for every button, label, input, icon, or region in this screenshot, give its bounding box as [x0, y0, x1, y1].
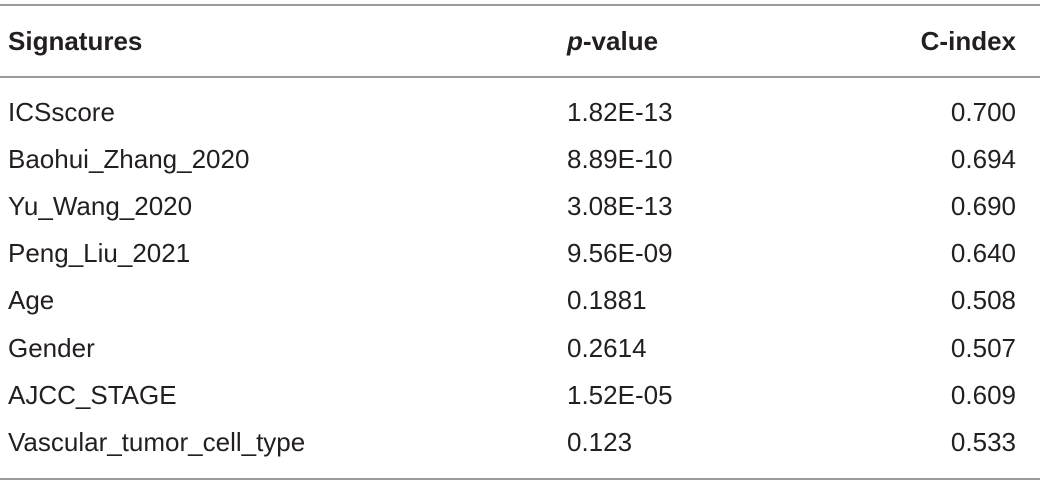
cell: Yu_Wang_2020: [8, 191, 193, 222]
cell: 1.52E-05: [567, 379, 673, 410]
cell: AJCC_STAGE: [8, 379, 177, 410]
cell: 0.1881: [567, 285, 647, 316]
cell: 0.508: [950, 285, 1016, 316]
cell: 0.690: [950, 191, 1016, 222]
cell: Baohui_Zhang_2020: [8, 144, 250, 175]
header-cell: Signatures: [8, 26, 143, 56]
cell: 0.533: [950, 426, 1016, 457]
cell: 9.56E-09: [567, 238, 673, 269]
top-rule: [0, 4, 1040, 6]
cell: ICSscore: [8, 97, 115, 127]
cell: 0.123: [567, 426, 633, 457]
cell: Gender: [8, 332, 95, 363]
header-rule: [0, 76, 1040, 78]
cell: Peng_Liu_2021: [8, 238, 191, 269]
header-cell: C-index: [920, 26, 1016, 56]
cell: 0.609: [950, 379, 1016, 410]
cell: 0.2614: [567, 332, 647, 363]
cell: 0.507: [950, 332, 1016, 363]
cell: Vascular_tumor_cell_type: [8, 426, 306, 457]
cell: 3.08E-13: [567, 191, 673, 222]
cell: 0.700: [950, 97, 1016, 127]
cell: 8.89E-10: [567, 144, 673, 175]
bottom-rule: [0, 478, 1040, 480]
header-cell: p-value: [567, 26, 659, 56]
cell: 0.694: [950, 144, 1016, 175]
cell: Age: [8, 285, 55, 316]
cell: 1.82E-13: [567, 97, 673, 127]
cell: 0.640: [950, 238, 1016, 269]
